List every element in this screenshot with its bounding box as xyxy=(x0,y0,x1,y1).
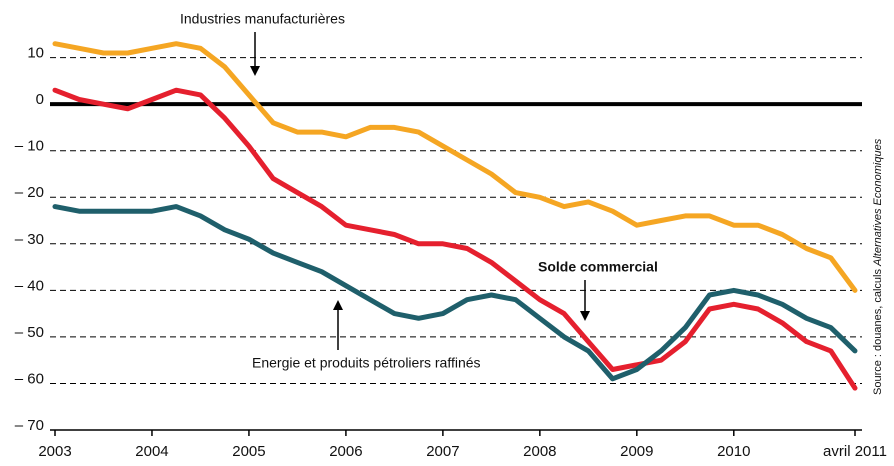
annotation-industries: Industries manufacturières xyxy=(180,11,345,27)
x-tick-label: 2008 xyxy=(523,443,556,460)
y-tick-label: 0 xyxy=(36,91,44,108)
y-tick-label: – 30 xyxy=(15,231,44,248)
annotation-solde: Solde commercial xyxy=(538,259,658,275)
y-tick-label: – 10 xyxy=(15,138,44,155)
y-tick-label: – 50 xyxy=(15,324,44,341)
y-tick-label: – 20 xyxy=(15,184,44,201)
arrow-head xyxy=(333,300,343,310)
x-tick-label: 2005 xyxy=(232,443,265,460)
series-line xyxy=(52,87,858,391)
x-tick-label: avril 2011 xyxy=(823,443,887,460)
source: Source : douanes, calculs Alternatives E… xyxy=(872,138,884,395)
x-tick-label: 2009 xyxy=(620,443,653,460)
y-tick-label: – 60 xyxy=(15,370,44,387)
y-tick-label: – 70 xyxy=(15,417,44,434)
x-tick-label: 2006 xyxy=(329,443,362,460)
source-italic: Alternatives Economiques xyxy=(872,138,884,267)
y-tick-label: – 40 xyxy=(15,277,44,294)
grid: 10 0 – 10 – 20 – 30 – 40 – 50 – 60 – 70 2003 2004 2… xyxy=(15,45,887,460)
x-tick-label: 2007 xyxy=(426,443,459,460)
series-line xyxy=(52,41,858,293)
arrow-head xyxy=(250,66,260,76)
y-tick-label: 10 xyxy=(27,45,44,62)
lines xyxy=(52,41,858,391)
arrow-head xyxy=(580,311,590,321)
x-tick-label: 2003 xyxy=(38,443,71,460)
x-tick-label: 2004 xyxy=(135,443,168,460)
series-line xyxy=(52,204,858,382)
annotation-energie: Energie et produits pétroliers raffinés xyxy=(252,355,481,371)
x-tick-label: 2010 xyxy=(717,443,750,460)
source-text: Source : douanes, calculs xyxy=(872,266,884,395)
